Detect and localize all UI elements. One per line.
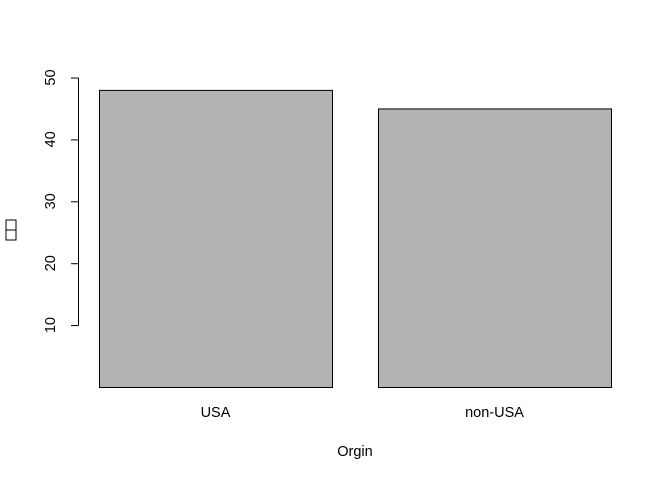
y-axis-title-glyphs [5,219,17,241]
bar-usa [99,89,333,388]
x-tick-label: USA [201,405,231,421]
bar-non-usa [378,108,612,388]
y-tick-label: 20 [43,255,59,271]
bars-group [99,89,612,388]
x-tick-label: non-USA [465,405,524,421]
y-tick-label: 40 [43,131,59,147]
y-tick-label: 10 [43,317,59,333]
y-tick-label: 30 [43,193,59,209]
y-tick-label: 50 [43,69,59,85]
x-axis-title: Orgin [337,444,372,460]
y-axis: 10 20 30 40 50 [43,69,79,333]
x-axis-labels: USA non-USA [201,405,525,421]
